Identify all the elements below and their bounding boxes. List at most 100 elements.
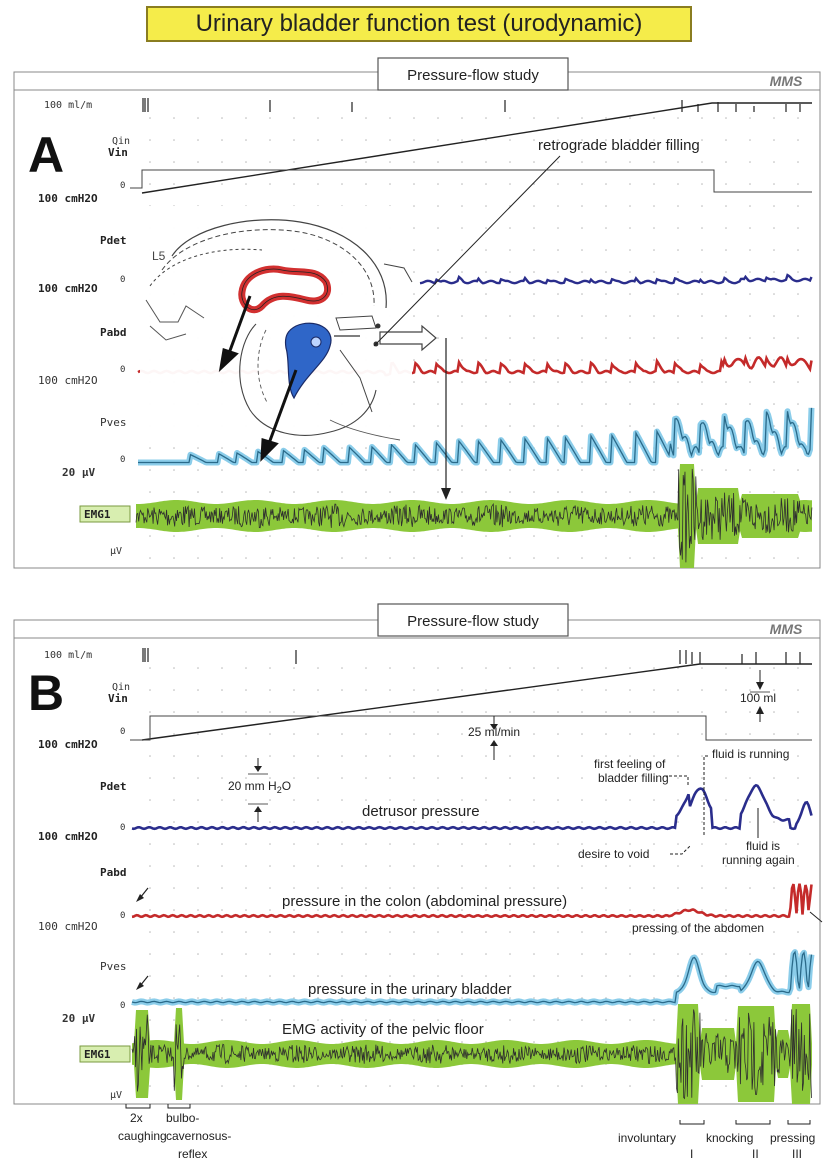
grid-dot bbox=[365, 557, 367, 559]
grid-dot bbox=[533, 975, 535, 977]
grid-dot bbox=[653, 953, 655, 955]
grid-dot bbox=[701, 997, 703, 999]
grid-dot bbox=[557, 161, 559, 163]
grid-dot bbox=[797, 117, 799, 119]
grid-dot bbox=[677, 931, 679, 933]
grid-dot bbox=[149, 799, 151, 801]
grid-dot bbox=[533, 821, 535, 823]
grid-dot bbox=[605, 909, 607, 911]
grid-dot bbox=[485, 689, 487, 691]
b-bulbo-2: cavernosus- bbox=[166, 1129, 231, 1143]
grid-dot bbox=[581, 689, 583, 691]
grid-dot bbox=[509, 139, 511, 141]
grid-dot bbox=[485, 425, 487, 427]
a-event-markers bbox=[142, 98, 801, 112]
grid-dot bbox=[389, 557, 391, 559]
grid-dot bbox=[245, 887, 247, 889]
grid-dot bbox=[653, 337, 655, 339]
grid-dot bbox=[389, 997, 391, 999]
grid-dot bbox=[437, 865, 439, 867]
grid-dot bbox=[485, 909, 487, 911]
grid-dot bbox=[485, 359, 487, 361]
grid-dot bbox=[509, 777, 511, 779]
grid-dot bbox=[413, 931, 415, 933]
grid-dot bbox=[293, 821, 295, 823]
grid-dot bbox=[413, 403, 415, 405]
grid-dot bbox=[533, 161, 535, 163]
grid-dot bbox=[461, 1019, 463, 1021]
grid-dot bbox=[341, 953, 343, 955]
b-desire-label: desire to void bbox=[578, 847, 649, 861]
grid-dot bbox=[413, 865, 415, 867]
grid-dot bbox=[317, 821, 319, 823]
grid-dot bbox=[533, 733, 535, 735]
grid-dot bbox=[413, 381, 415, 383]
grid-dot bbox=[677, 249, 679, 251]
grid-dot bbox=[653, 161, 655, 163]
grid-dot bbox=[485, 953, 487, 955]
b-bulbo-1: bulbo- bbox=[166, 1111, 199, 1125]
grid-dot bbox=[677, 381, 679, 383]
grid-dot bbox=[293, 689, 295, 691]
grid-dot bbox=[701, 557, 703, 559]
grid-dot bbox=[725, 667, 727, 669]
grid-dot bbox=[725, 777, 727, 779]
grid-dot bbox=[533, 381, 535, 383]
grid-dot bbox=[293, 931, 295, 933]
grid-dot bbox=[437, 205, 439, 207]
grid-dot bbox=[317, 183, 319, 185]
grid-dot bbox=[581, 909, 583, 911]
grid-dot bbox=[605, 337, 607, 339]
grid-dot bbox=[773, 711, 775, 713]
grid-dot bbox=[749, 799, 751, 801]
b-bulbo-3: reflex bbox=[178, 1147, 207, 1161]
grid-dot bbox=[653, 139, 655, 141]
grid-dot bbox=[485, 117, 487, 119]
b-knocking: knocking bbox=[706, 1131, 753, 1145]
b-emg-envelope bbox=[132, 1004, 812, 1104]
grid-dot bbox=[605, 1041, 607, 1043]
grid-dot bbox=[485, 733, 487, 735]
grid-dot bbox=[701, 337, 703, 339]
grid-dot bbox=[173, 755, 175, 757]
grid-dot bbox=[677, 359, 679, 361]
grid-dot bbox=[533, 997, 535, 999]
grid-dot bbox=[725, 315, 727, 317]
grid-dot bbox=[317, 887, 319, 889]
grid-dot bbox=[653, 117, 655, 119]
grid-dot bbox=[197, 865, 199, 867]
grid-dot bbox=[269, 711, 271, 713]
grid-dot bbox=[317, 139, 319, 141]
grid-dot bbox=[461, 381, 463, 383]
grid-dot bbox=[629, 315, 631, 317]
grid-dot bbox=[749, 755, 751, 757]
grid-dot bbox=[677, 887, 679, 889]
grid-dot bbox=[557, 315, 559, 317]
grid-dot bbox=[653, 755, 655, 757]
grid-dot bbox=[725, 337, 727, 339]
grid-dot bbox=[749, 953, 751, 955]
grid-dot bbox=[605, 205, 607, 207]
grid-dot bbox=[413, 953, 415, 955]
grid-dot bbox=[365, 535, 367, 537]
grid-dot bbox=[773, 491, 775, 493]
grid-dot bbox=[269, 1085, 271, 1087]
grid-dot bbox=[605, 1085, 607, 1087]
grid-dot bbox=[437, 249, 439, 251]
grid-dot bbox=[581, 447, 583, 449]
grid-dot bbox=[629, 777, 631, 779]
grid-dot bbox=[509, 975, 511, 977]
grid-dot bbox=[341, 931, 343, 933]
grid-dot bbox=[653, 359, 655, 361]
grid-dot bbox=[437, 821, 439, 823]
grid-dot bbox=[581, 315, 583, 317]
grid-dot bbox=[197, 117, 199, 119]
grid-dot bbox=[173, 931, 175, 933]
grid-dot bbox=[293, 117, 295, 119]
b-running-again-1: fluid is bbox=[746, 839, 780, 853]
grid-dot bbox=[245, 843, 247, 845]
grid-dot bbox=[245, 975, 247, 977]
grid-dot bbox=[413, 909, 415, 911]
grid-dot bbox=[533, 535, 535, 537]
grid-dot bbox=[509, 755, 511, 757]
